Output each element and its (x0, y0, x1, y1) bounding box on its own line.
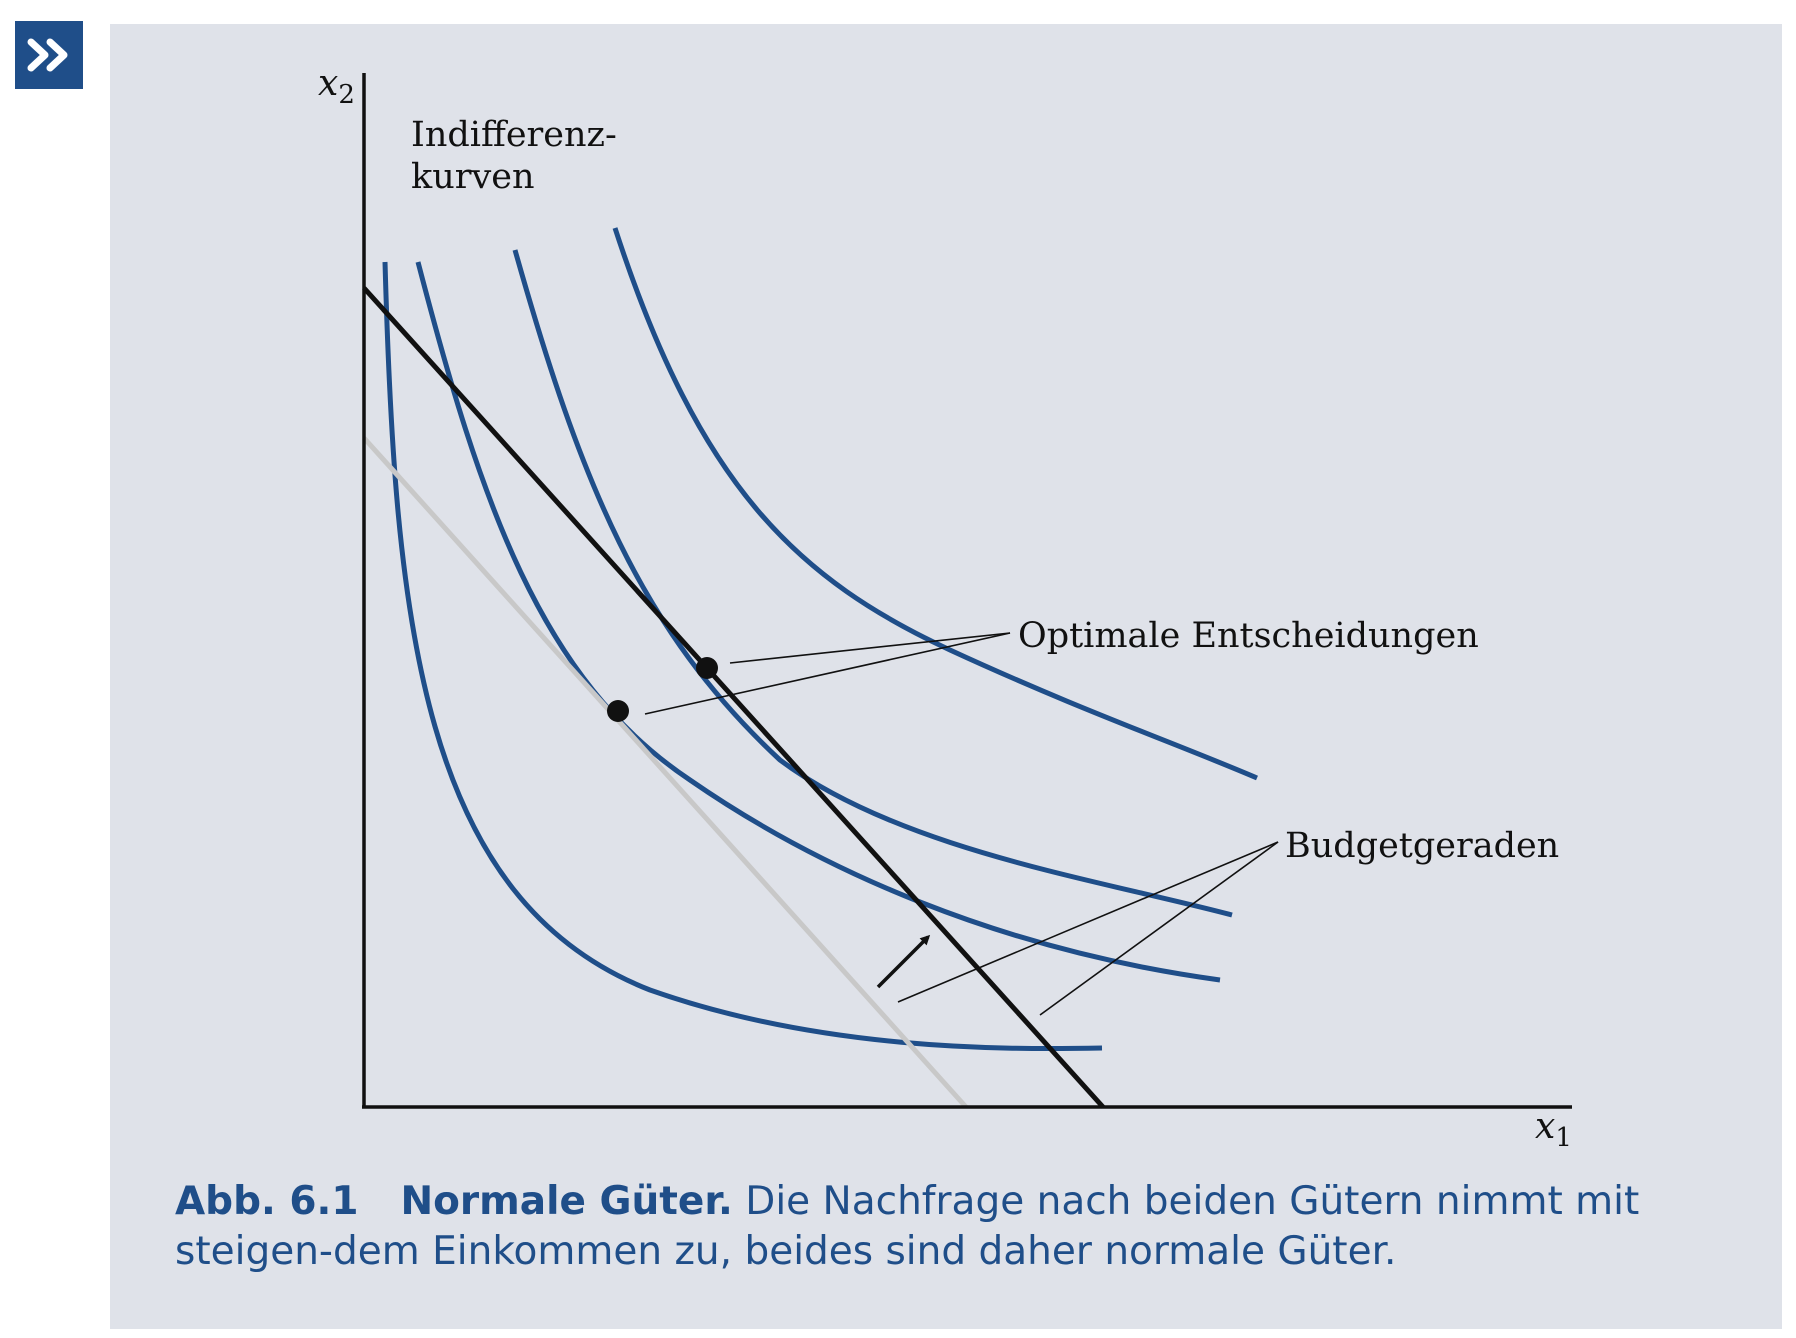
indifference-curve-2 (415, 261, 1221, 983)
double-chevron-right-icon (15, 21, 83, 89)
optimal-decisions-label: Optimale Entscheidungen (1018, 616, 1479, 656)
budget-line-new (362, 286, 1105, 1109)
figure-caption: Abb. 6.1 Normale Güter. Die Nachfrage nac… (175, 1177, 1745, 1277)
shift-arrow-icon (876, 934, 931, 989)
leader-line-budget-1 (897, 841, 1279, 1003)
indifference-curve-4 (612, 227, 1258, 781)
double-chevron-glyph (27, 38, 68, 72)
caption-heading: Normale Güter. (400, 1179, 733, 1224)
indifference-curve-1 (382, 261, 1103, 1052)
y-axis-label: x2 (318, 63, 355, 110)
caption-text: Die Nachfrage nach beiden Gütern nimmt m… (175, 1179, 1640, 1274)
optimum-point-old (607, 700, 629, 722)
indifference-curves (382, 227, 1258, 1052)
indifference-label-line2: kurven (411, 157, 535, 197)
caption-number: Abb. 6.1 (175, 1179, 359, 1224)
leader-line-optimal-2 (644, 632, 1011, 715)
optimum-point-new (696, 657, 718, 679)
figure-panel (110, 24, 1782, 1329)
indifference-curve-3 (512, 249, 1233, 918)
indifference-label-line1: Indifferenz- (411, 115, 617, 155)
x-axis-label: x1 (1535, 1106, 1572, 1153)
budget-line-old (362, 436, 968, 1109)
leader-line-budget-2 (1039, 841, 1279, 1016)
budget-lines-label: Budgetgeraden (1285, 826, 1559, 866)
leader-line-optimal-1 (729, 632, 1011, 664)
